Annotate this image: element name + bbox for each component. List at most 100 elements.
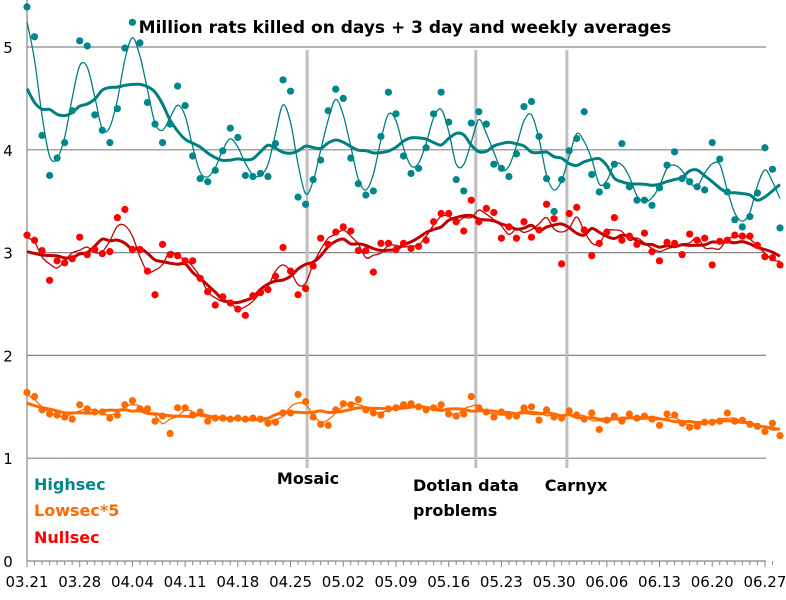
data-point-lowsec	[347, 401, 355, 409]
data-point-highsec	[430, 110, 438, 118]
data-point-lowsec	[655, 421, 664, 429]
series-lowsec	[23, 388, 784, 440]
data-point-nullsec	[61, 259, 69, 267]
data-point-nullsec	[226, 299, 234, 307]
data-point-lowsec	[520, 404, 528, 412]
data-point-nullsec	[106, 247, 114, 256]
data-point-highsec	[505, 172, 513, 181]
data-point-nullsec	[768, 254, 777, 262]
y-tick-label: 0	[3, 553, 13, 571]
data-point-highsec	[701, 186, 709, 194]
data-point-nullsec	[98, 250, 106, 258]
data-point-nullsec	[633, 240, 641, 248]
data-point-highsec	[264, 172, 272, 181]
data-point-lowsec	[256, 415, 265, 423]
data-point-lowsec	[505, 412, 513, 420]
data-point-nullsec	[723, 236, 731, 244]
data-point-highsec	[226, 124, 234, 132]
data-point-highsec	[256, 169, 265, 178]
line-weekly-avg-highsec	[25, 82, 781, 202]
data-point-lowsec	[399, 401, 408, 409]
data-point-nullsec	[384, 239, 393, 247]
data-point-nullsec	[143, 267, 152, 275]
data-point-lowsec	[362, 406, 370, 414]
x-tick-label: 05.30	[533, 573, 576, 591]
y-tick-label: 2	[3, 347, 13, 365]
data-point-nullsec	[535, 226, 543, 234]
data-point-highsec	[738, 223, 746, 231]
data-point-lowsec	[497, 408, 505, 416]
data-point-lowsec	[535, 416, 543, 424]
data-point-highsec	[610, 160, 618, 168]
data-point-lowsec	[204, 417, 212, 425]
data-point-nullsec	[121, 205, 129, 214]
data-point-lowsec	[716, 417, 724, 425]
chart-title: Million rats killed on days + 3 day and …	[139, 18, 672, 38]
data-point-nullsec	[309, 262, 317, 270]
data-point-nullsec	[68, 255, 76, 263]
data-point-nullsec	[497, 234, 505, 242]
data-point-lowsec	[174, 404, 182, 412]
data-point-lowsec	[249, 414, 257, 422]
data-point-nullsec	[550, 215, 558, 223]
data-point-nullsec	[279, 243, 287, 252]
data-point-highsec	[618, 140, 626, 148]
data-point-highsec	[399, 152, 408, 160]
annotation-label: Carnyx	[545, 476, 608, 495]
data-point-lowsec	[414, 403, 423, 411]
data-point-highsec	[219, 147, 227, 155]
data-point-nullsec	[437, 209, 445, 218]
data-point-nullsec	[414, 242, 423, 251]
data-point-lowsec	[610, 412, 618, 420]
data-point-highsec	[588, 170, 596, 179]
data-point-highsec	[708, 139, 716, 147]
data-point-nullsec	[776, 261, 784, 269]
data-point-highsec	[640, 196, 649, 204]
data-point-highsec	[332, 85, 340, 93]
data-point-lowsec	[670, 411, 679, 419]
data-point-lowsec	[76, 401, 84, 409]
data-point-nullsec	[181, 257, 189, 265]
data-point-highsec	[68, 107, 76, 115]
data-point-nullsec	[113, 214, 121, 222]
data-point-lowsec	[106, 414, 114, 422]
data-point-lowsec	[98, 408, 106, 416]
data-point-nullsec	[610, 214, 618, 222]
x-tick-label: 03.21	[6, 573, 49, 591]
data-point-lowsec	[279, 409, 287, 417]
data-point-nullsec	[354, 246, 362, 255]
data-point-lowsec	[693, 422, 701, 430]
data-point-nullsec	[339, 223, 347, 231]
data-point-nullsec	[136, 245, 144, 254]
annotation-label: problems	[413, 501, 497, 520]
data-point-nullsec	[738, 232, 746, 240]
data-point-highsec	[317, 156, 325, 164]
data-point-nullsec	[347, 227, 355, 235]
data-point-highsec	[648, 201, 656, 209]
data-point-nullsec	[467, 196, 475, 204]
data-point-nullsec	[731, 231, 739, 239]
data-point-nullsec	[670, 239, 679, 247]
data-point-nullsec	[640, 229, 649, 237]
data-point-nullsec	[407, 244, 415, 253]
data-point-lowsec	[558, 414, 566, 422]
data-point-lowsec	[746, 420, 754, 428]
data-point-highsec	[753, 189, 762, 197]
data-point-lowsec	[467, 392, 475, 401]
data-point-nullsec	[512, 234, 521, 242]
data-point-lowsec	[23, 388, 31, 397]
data-point-highsec	[633, 196, 641, 204]
data-point-highsec	[113, 105, 121, 113]
data-point-nullsec	[625, 232, 634, 240]
data-point-lowsec	[211, 414, 219, 422]
data-point-nullsec	[580, 226, 588, 234]
data-point-nullsec	[211, 301, 219, 309]
data-point-highsec	[143, 98, 152, 107]
data-point-highsec	[670, 148, 679, 156]
data-point-highsec	[249, 172, 257, 181]
line-weekly-avg-nullsec	[26, 213, 781, 305]
data-point-lowsec	[527, 403, 536, 411]
data-point-highsec	[768, 165, 777, 173]
data-point-nullsec	[603, 228, 611, 236]
data-point-lowsec	[430, 404, 438, 412]
